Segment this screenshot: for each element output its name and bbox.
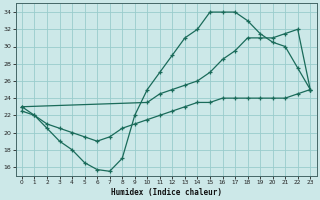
X-axis label: Humidex (Indice chaleur): Humidex (Indice chaleur) bbox=[111, 188, 221, 197]
